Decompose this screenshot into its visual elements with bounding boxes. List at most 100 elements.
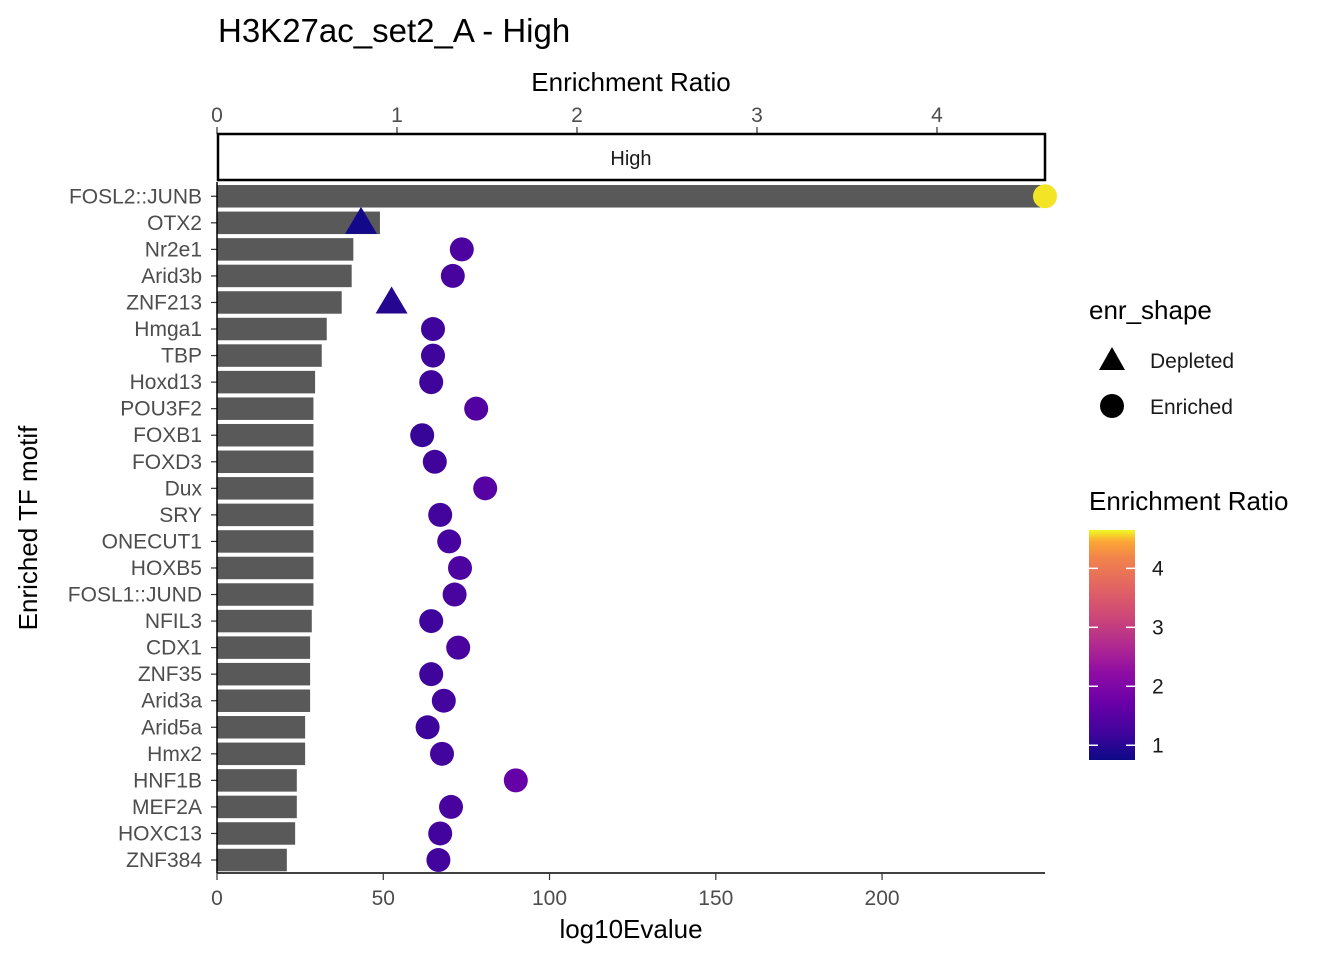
- bar-foxb1: [217, 423, 314, 447]
- bar-znf35: [217, 662, 311, 686]
- y-tick-label-hmga1: Hmga1: [134, 318, 202, 341]
- bar-nfil3: [217, 609, 312, 633]
- bar-hoxd13: [217, 370, 316, 394]
- y-tick-label-sry: SRY: [159, 504, 202, 527]
- bar-cdx1: [217, 636, 311, 659]
- bar-arid5a: [217, 716, 306, 739]
- marker-nfil3: [419, 609, 444, 634]
- bar-znf213: [217, 291, 342, 314]
- y-tick-label-arid3b: Arid3b: [141, 265, 202, 288]
- color-legend: Enrichment Ratio 1 2 3 4: [1089, 486, 1288, 760]
- bar-fosl2-junb: [217, 185, 1045, 208]
- x-tick-label-50: 50: [372, 887, 395, 910]
- marker-mef2a: [439, 794, 463, 819]
- y-tick-label-nfil3: NFIL3: [145, 610, 202, 633]
- bar-tbp: [217, 344, 322, 367]
- facet-strip: [216, 132, 1047, 182]
- color-legend-tick-label-2: 2: [1152, 675, 1164, 698]
- y-tick-label-pou3f2: POU3F2: [120, 398, 202, 421]
- x-tick-label-100: 100: [532, 887, 567, 910]
- y-tick-label-foxb1: FOXB1: [133, 424, 202, 447]
- y-tick-label-hoxd13: Hoxd13: [130, 371, 202, 394]
- legend-label-depleted: Depleted: [1150, 350, 1234, 373]
- bar-pou3f2: [217, 397, 314, 420]
- marker-nr2e1: [449, 237, 474, 262]
- bar-foxd3: [217, 450, 314, 474]
- y-tick-label-dux: Dux: [165, 477, 203, 500]
- bar-dux: [217, 477, 314, 500]
- legend-circle-icon: [1100, 394, 1124, 418]
- color-legend-tick-label-4: 4: [1152, 557, 1164, 580]
- marker-znf213: [375, 286, 408, 314]
- marker-foxd3: [422, 449, 447, 474]
- x-axis: 0 50 100 150 200: [211, 873, 900, 910]
- secondary-x-axis: 0 1 2 3 4: [211, 104, 943, 134]
- marker-tbp: [421, 343, 445, 368]
- secondary-x-tick-label-3: 3: [751, 104, 763, 127]
- y-tick-label-tbp: TBP: [161, 345, 202, 368]
- marker-hoxb5: [448, 555, 472, 580]
- y-tick-label-cdx1: CDX1: [146, 637, 202, 660]
- bars: [217, 185, 1045, 872]
- y-tick-label-foxd3: FOXD3: [132, 451, 202, 474]
- color-legend-ticks: 1 2 3 4: [1089, 557, 1164, 757]
- secondary-x-axis-title: Enrichment Ratio: [531, 67, 730, 97]
- y-tick-label-fosl1-jund: FOSL1::JUND: [68, 584, 202, 607]
- bar-arid3b: [217, 264, 352, 288]
- color-legend-title: Enrichment Ratio: [1089, 486, 1288, 516]
- secondary-x-tick-label-1: 1: [391, 104, 403, 127]
- chart-title: H3K27ac_set2_A - High: [218, 12, 570, 49]
- bar-hoxc13: [217, 822, 296, 845]
- y-tick-label-hoxb5: HOXB5: [131, 557, 202, 580]
- y-axis-title: Enriched TF motif: [13, 425, 43, 630]
- y-tick-label-arid5a: Arid5a: [141, 716, 202, 739]
- marker-pou3f2: [464, 396, 489, 421]
- marker-arid5a: [415, 715, 440, 740]
- y-tick-label-onecut1: ONECUT1: [102, 530, 202, 553]
- y-tick-label-hoxc13: HOXC13: [118, 822, 202, 845]
- marker-hoxc13: [428, 821, 453, 846]
- bar-onecut1: [217, 530, 314, 553]
- y-tick-label-fosl2-junb: FOSL2::JUNB: [69, 185, 202, 208]
- marker-znf35: [419, 662, 444, 687]
- x-tick-label-200: 200: [865, 887, 900, 910]
- y-tick-label-arid3a: Arid3a: [141, 690, 202, 713]
- marker-dux: [473, 476, 498, 501]
- marker-znf384: [426, 848, 451, 873]
- marker-fosl2-junb: [1033, 184, 1057, 209]
- x-tick-label-0: 0: [211, 887, 223, 910]
- bar-nr2e1: [217, 238, 354, 261]
- y-tick-label-znf35: ZNF35: [138, 663, 202, 686]
- shape-legend: enr_shape Depleted Enriched: [1089, 295, 1234, 419]
- facet-strip-label: High: [610, 148, 651, 170]
- color-legend-tick-label-1: 1: [1152, 734, 1164, 757]
- bar-hmx2: [217, 742, 306, 766]
- marker-hnf1b: [503, 768, 528, 793]
- color-legend-tick-label-3: 3: [1152, 616, 1164, 639]
- marker-otx2: [345, 206, 377, 234]
- shape-legend-title: enr_shape: [1089, 295, 1212, 325]
- x-tick-label-150: 150: [698, 887, 733, 910]
- bar-hnf1b: [217, 769, 297, 792]
- y-tick-label-hmx2: Hmx2: [147, 743, 202, 766]
- bar-arid3a: [217, 689, 311, 712]
- secondary-x-tick-label-2: 2: [571, 104, 583, 127]
- y-axis-labels: FOSL2::JUNBOTX2Nr2e1Arid3bZNF213Hmga1TBP…: [68, 185, 217, 872]
- marker-hoxd13: [419, 370, 444, 395]
- legend-label-enriched: Enriched: [1150, 396, 1233, 419]
- marker-cdx1: [446, 635, 471, 660]
- marker-sry: [428, 502, 453, 527]
- y-tick-label-znf384: ZNF384: [126, 849, 202, 872]
- marker-fosl1-jund: [442, 582, 467, 607]
- bar-hoxb5: [217, 556, 314, 580]
- marker-foxb1: [410, 423, 435, 448]
- bar-fosl1-jund: [217, 583, 314, 606]
- marker-arid3b: [440, 263, 465, 288]
- secondary-x-tick-label-0: 0: [211, 104, 223, 127]
- bar-mef2a: [217, 795, 297, 819]
- bar-otx2: [217, 211, 380, 235]
- bar-znf384: [217, 848, 287, 872]
- bar-hmga1: [217, 317, 327, 341]
- y-tick-label-znf213: ZNF213: [126, 291, 202, 314]
